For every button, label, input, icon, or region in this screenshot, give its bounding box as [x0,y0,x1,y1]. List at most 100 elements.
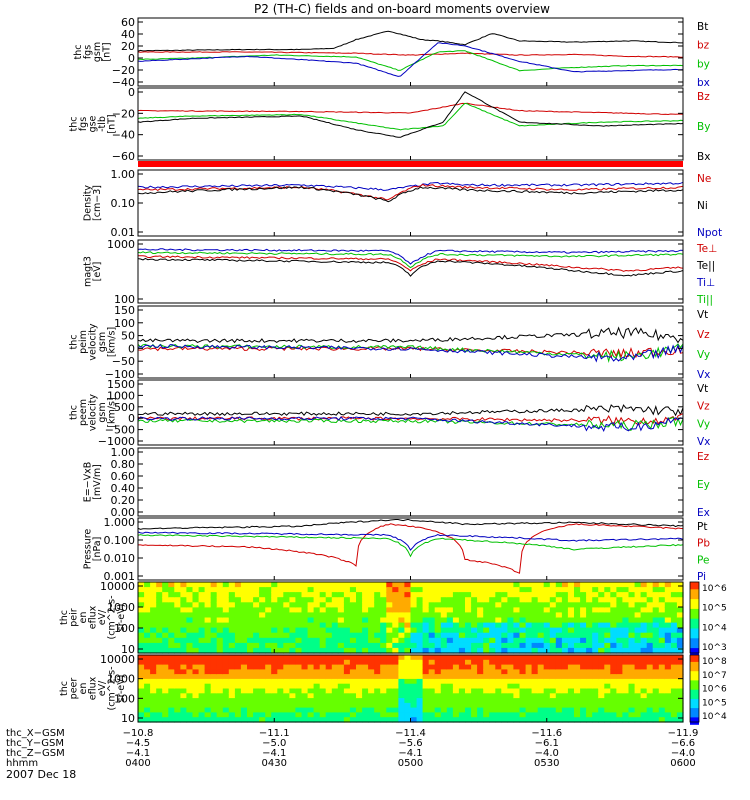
heatmap-cell [471,683,478,690]
heatmap-cell [495,698,502,704]
heatmap-cell [428,602,436,608]
heatmap-cell [495,587,502,593]
heatmap-cell [598,678,605,685]
heatmap-cell [574,642,581,649]
heatmap-cell [247,664,254,670]
heatmap-cell [362,688,369,694]
heatmap-cell [592,655,599,661]
heatmap-cell [567,655,575,661]
legend-entry: Ey [697,479,710,491]
x-axis-value: −6.6 [671,738,695,749]
heatmap-cell [422,632,430,639]
heatmap-cell [676,607,684,614]
heatmap-cell [574,597,581,603]
heatmap-cell [465,693,472,699]
heatmap-cell [567,617,575,624]
heatmap-cell [664,659,672,666]
heatmap-cell [452,659,460,666]
heatmap-cell [458,678,466,685]
heatmap-cell [549,659,557,666]
heatmap-cell [204,612,212,619]
heatmap-cell [392,678,399,685]
series-line-Pb [138,523,684,574]
heatmap-cell [301,659,309,666]
x-axis-value: −10.8 [123,728,154,739]
heatmap-cell [228,637,236,644]
heatmap-cell [162,683,169,690]
heatmap-cell [307,632,315,639]
heatmap-cell [392,655,399,661]
heatmap-cell [150,582,157,588]
heatmap-cell [138,669,145,675]
heatmap-cell [670,582,678,588]
heatmap-cell [477,587,484,593]
heatmap-cell [265,698,272,704]
heatmap-cell [483,669,490,675]
heatmap-cell [162,627,169,634]
heatmap-cell [580,592,587,598]
heatmap-cell [156,659,163,666]
heatmap-cell [150,617,157,624]
heatmap-cell [265,587,272,593]
heatmap-cell [392,612,399,619]
heatmap-cell [428,582,436,588]
heatmap-cell [531,582,539,588]
heatmap-cell [592,693,599,699]
heatmap-cell [634,647,642,654]
heatmap-cell [240,607,248,614]
heatmap-cell [307,627,315,634]
heatmap-cell [337,587,345,593]
heatmap-cell [531,688,539,694]
heatmap-cell [168,647,175,654]
heatmap-cell [567,678,575,685]
colorbar-segment [690,621,699,625]
heatmap-cell [531,659,539,666]
legend-entry: Vy [697,349,710,361]
heatmap-cell [622,717,630,723]
heatmap-cell [374,659,381,666]
heatmap-cell [531,712,539,718]
heatmap-cell [586,717,593,723]
heatmap-cell [452,655,460,661]
heatmap-cell [658,612,666,619]
heatmap-cell [144,669,151,675]
heatmap-cell [483,688,490,694]
heatmap-cell [392,702,399,709]
heatmap-cell [640,664,648,670]
heatmap-cell [598,587,605,593]
heatmap-cell [452,664,460,670]
heatmap-cell [307,693,315,699]
heatmap-cell [253,597,260,603]
heatmap-cell [465,622,472,629]
heatmap-cell [301,592,309,598]
heatmap-cell [289,607,297,614]
heatmap-cell [507,592,515,598]
heatmap-cell [670,707,678,713]
legend-entry: Vy [697,418,710,430]
heatmap-cell [331,669,339,675]
heatmap-cell [331,637,339,644]
heatmap-cell [265,612,272,619]
heatmap-cell [362,678,369,685]
heatmap-cell [349,597,357,603]
colorbar-segment [690,586,699,590]
heatmap-cell [368,637,375,644]
colorbar-segment [690,655,699,658]
heatmap-cell [567,587,575,593]
heatmap-cell [471,637,478,644]
heatmap-cell [362,693,369,699]
heatmap-cell [301,707,309,713]
heatmap-cell [507,698,515,704]
heatmap-cell [192,702,200,709]
heatmap-cell [501,683,508,690]
heatmap-cell [458,617,466,624]
heatmap-cell [549,582,557,588]
heatmap-cell [664,582,672,588]
heatmap-cell [580,582,587,588]
heatmap-cell [228,617,236,624]
heatmap-cell [428,597,436,603]
colorbar-segment [690,648,699,652]
heatmap-cell [368,587,375,593]
heatmap-cell [561,698,569,704]
heatmap-cell [374,693,381,699]
